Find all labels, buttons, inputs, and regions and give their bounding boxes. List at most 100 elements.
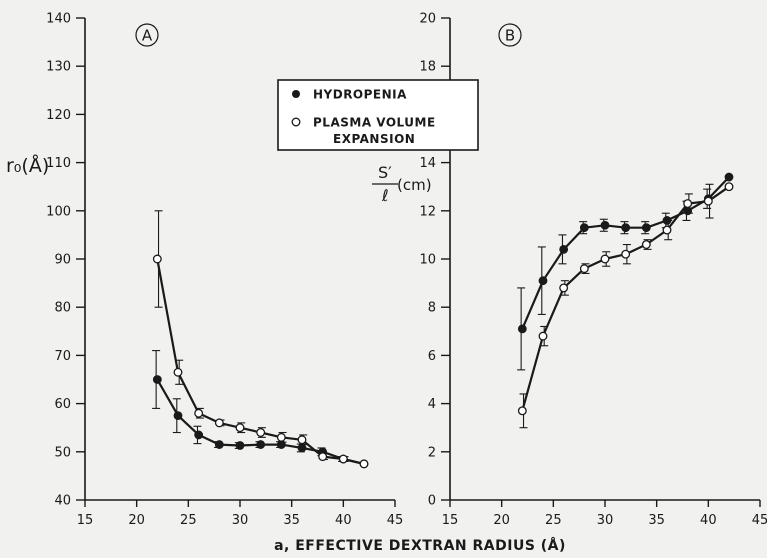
- panel-a-x-tick-label: 15: [77, 513, 94, 528]
- panel-a-x-ticks: 15 20 25 30 35 40 45: [77, 500, 404, 528]
- legend-label-plasma-volume-line1: PLASMA VOLUME: [313, 116, 436, 130]
- panel-a-point-plasma-volume-expansion: [359, 459, 369, 469]
- panel-a-point-hydropenia: [297, 443, 307, 453]
- panel-a-y-tick-label: 90: [54, 253, 71, 268]
- panel-a-x-tick-label: 40: [335, 513, 352, 528]
- panel-a-y-tick-label: 70: [54, 349, 71, 364]
- panel-a: 40 50 60 70 80 90 100 110 120 130 140 15 20 25 30 35 40…: [6, 12, 403, 529]
- panel-b-y-tick-label: 8: [428, 301, 436, 316]
- panel-a-point-hydropenia: [256, 440, 266, 449]
- panel-a-point-plasma-volume-expansion: [235, 423, 245, 433]
- panel-b-y-tick-label: 20: [419, 12, 436, 27]
- panel-b-point-plasma-volume-expansion: [621, 249, 631, 259]
- panel-b-point-plasma-volume-expansion: [703, 196, 713, 206]
- panel-b-y-tick-label: 10: [419, 253, 436, 268]
- panel-a-y-tick-label: 120: [46, 108, 71, 123]
- panel-a-y-tick-label: 110: [46, 156, 71, 171]
- panel-a-y-tick-label: 130: [46, 60, 71, 75]
- panel-b-y-tick-label: 12: [419, 204, 436, 219]
- legend-box: [277, 79, 479, 151]
- panel-a-y-tick-label: 140: [46, 12, 71, 27]
- panel-a-series: [152, 210, 369, 469]
- panel-b-y-tick-label: 18: [419, 60, 436, 75]
- panel-b-point-hydropenia: [621, 223, 631, 233]
- panel-b-series-plasma-volume-expansion: [517, 182, 734, 429]
- panel-b-point-plasma-volume-expansion: [641, 240, 651, 249]
- panel-b-y-tick-label: 14: [419, 156, 436, 171]
- x-axis-title: a, EFFECTIVE DEXTRAN RADIUS (Å): [274, 537, 566, 554]
- panel-a-point-hydropenia: [235, 441, 245, 450]
- panel-a-y-tick-label: 50: [54, 445, 71, 460]
- panel-b-x-ticks: 15 20 25 30 35 40 45: [442, 500, 767, 528]
- legend: HYDROPENIA PLASMA VOLUME EXPANSION: [277, 79, 479, 151]
- panel-a-x-tick-label: 35: [283, 513, 300, 528]
- panel-b-point-plasma-volume-expansion: [538, 331, 548, 341]
- panel-a-point-plasma-volume-expansion: [297, 435, 307, 445]
- panel-b-ylabel-numerator: S′: [378, 163, 392, 182]
- panel-b-point-hydropenia: [600, 220, 610, 230]
- panel-b-y-tick-label: 2: [428, 445, 436, 460]
- panel-a-x-tick-label: 25: [180, 513, 197, 528]
- panel-b-point-hydropenia: [517, 324, 527, 334]
- panel-a-point-plasma-volume-expansion: [256, 428, 266, 437]
- panel-a-point-plasma-volume-expansion: [338, 454, 348, 464]
- panel-b-y-tick-label: 6: [428, 349, 436, 364]
- panel-a-point-hydropenia: [194, 430, 204, 440]
- panel-b-x-tick-label: 25: [545, 513, 562, 528]
- panel-b-letter-circle: [498, 23, 522, 47]
- panel-b-point-plasma-volume-expansion: [600, 254, 610, 264]
- legend-label-hydropenia: HYDROPENIA: [313, 88, 407, 102]
- panel-a-ylabel-text: r₀(Å): [6, 154, 49, 177]
- panel-a-point-plasma-volume-expansion: [194, 408, 204, 418]
- panel-b-x-tick-label: 45: [752, 513, 767, 528]
- panel-b-point-plasma-volume-expansion: [724, 182, 734, 192]
- panel-b-point-hydropenia: [559, 244, 569, 254]
- panel-a-point-plasma-volume-expansion: [214, 418, 224, 428]
- legend-marker-plasma-volume-expansion: [291, 117, 301, 127]
- panel-a-y-ticks: 40 50 60 70 80 90 100 110 120 130 140: [46, 12, 85, 509]
- panel-b-x-tick-label: 35: [648, 513, 665, 528]
- panel-a-series-plasma-volume-expansion: [152, 210, 369, 469]
- panel-a-letter-circle: [135, 23, 159, 47]
- panel-b-letter: B: [505, 27, 515, 45]
- panel-a-x-tick-label: 20: [128, 513, 145, 528]
- panel-a-point-plasma-volume-expansion: [318, 452, 328, 462]
- panel-b-point-plasma-volume-expansion: [559, 283, 569, 293]
- panel-a-point-plasma-volume-expansion: [152, 254, 162, 264]
- panel-b-point-hydropenia: [579, 223, 589, 233]
- panel-b-x-tick-label: 20: [493, 513, 510, 528]
- panel-b-series: [517, 172, 734, 429]
- panel-b-ylabel: S′ ℓ (cm): [372, 163, 432, 205]
- panel-a-point-plasma-volume-expansion: [276, 432, 286, 442]
- panel-b-y-tick-label: 0: [428, 494, 436, 509]
- panel-a-point-hydropenia: [214, 440, 224, 449]
- panel-b-point-hydropenia: [724, 172, 734, 182]
- panel-b-line-plasma-volume-expansion: [521, 185, 730, 412]
- panel-a-series-hydropenia: [152, 350, 369, 469]
- panel-b-point-hydropenia: [538, 276, 548, 286]
- panel-b-point-plasma-volume-expansion: [579, 264, 589, 274]
- legend-marker-hydropenia: [292, 90, 300, 98]
- panel-a-ylabel: r₀(Å): [6, 154, 49, 177]
- panel-a-point-plasma-volume-expansion: [173, 367, 183, 377]
- panel-a-y-tick-label: 40: [54, 494, 71, 509]
- panel-b-ylabel-unit: (cm): [397, 176, 432, 194]
- legend-label-plasma-volume-line2: EXPANSION: [333, 132, 415, 146]
- panel-b-y-tick-label: 4: [428, 397, 436, 412]
- panel-a-x-tick-label: 45: [387, 513, 404, 528]
- panel-a-y-tick-label: 80: [54, 301, 71, 316]
- panel-b-ylabel-denominator: ℓ: [381, 186, 389, 205]
- panel-a-y-tick-label: 60: [54, 397, 71, 412]
- panel-a-y-tick-label: 100: [46, 204, 71, 219]
- panel-b-x-tick-label: 40: [700, 513, 717, 528]
- panel-a-x-tick-label: 30: [232, 513, 249, 528]
- panel-b-point-plasma-volume-expansion: [517, 406, 527, 416]
- panel-b-point-plasma-volume-expansion: [683, 199, 693, 209]
- panel-a-point-hydropenia: [173, 411, 183, 421]
- panel-b-x-tick-label: 15: [442, 513, 459, 528]
- panel-a-point-hydropenia: [152, 375, 162, 384]
- panel-b-point-plasma-volume-expansion: [662, 225, 672, 235]
- panel-b-x-tick-label: 30: [597, 513, 614, 528]
